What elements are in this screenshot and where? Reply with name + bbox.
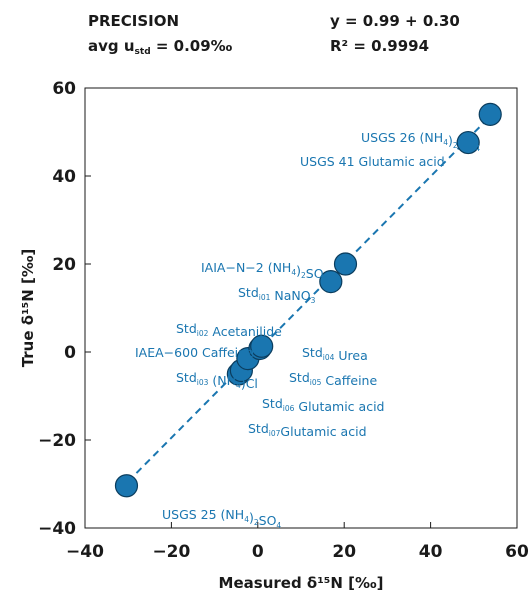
point-label: IAIA−N−2 (NH4)2SO4 <box>201 260 329 283</box>
point-label: Stdi02 Acetanilide <box>176 321 282 339</box>
point-label: Stdi07Glutamic acid <box>248 421 367 439</box>
y-tick-label: 60 <box>52 79 76 99</box>
x-tick-label: 40 <box>419 542 443 562</box>
x-tick-label: 60 <box>505 542 529 562</box>
data-point <box>114 474 139 498</box>
avg-sub: std <box>134 47 151 57</box>
x-tick-label: 20 <box>332 542 356 562</box>
point-label: Stdi03 (NH4)Cl <box>176 370 258 391</box>
plot-frame <box>84 87 518 529</box>
data-points <box>114 102 502 498</box>
y-tick-label: 0 <box>64 343 76 363</box>
point-label: Stdi01 NaNO3 <box>238 285 316 305</box>
x-tick-label: −20 <box>152 542 190 562</box>
y-tick-label: 40 <box>52 167 76 187</box>
data-point <box>456 130 480 155</box>
point-label: IAEA−600 Caffeine <box>135 345 254 360</box>
y-ticks: 60 40 20 0 −20 −40 <box>38 79 91 539</box>
x-axis-title: Measured δ¹⁵N [‰] <box>219 574 384 592</box>
y-axis-title: True δ¹⁵N [‰] <box>19 249 37 368</box>
avg-uncertainty: avg ustd = 0.09‰ <box>88 37 232 57</box>
data-point <box>333 252 358 276</box>
y-tick-label: −40 <box>38 519 76 539</box>
data-point <box>250 334 274 358</box>
x-tick-label: 0 <box>252 542 264 562</box>
fit-line <box>118 110 497 491</box>
y-tick-label: −20 <box>38 431 76 451</box>
point-label: USGS 41 Glutamic acid <box>300 154 445 169</box>
avg-suffix: = 0.09‰ <box>150 37 233 55</box>
y-tick-label: 20 <box>52 255 76 275</box>
r-squared: R² = 0.9994 <box>330 37 430 55</box>
x-tick-label: −40 <box>66 542 104 562</box>
avg-prefix: avg u <box>88 37 135 55</box>
point-label: Stdi06 Glutamic acid <box>262 396 384 414</box>
precision-label: PRECISION <box>88 12 180 30</box>
point-label: Stdi04 Urea <box>302 345 368 363</box>
x-ticks: −40 −20 0 20 40 60 <box>66 522 529 562</box>
fit-equation: y = 0.99 + 0.30 <box>330 12 460 30</box>
point-label: USGS 26 (NH4)2SO4 <box>361 130 480 153</box>
point-label: Stdi05 Caffeine <box>289 370 377 388</box>
data-point <box>319 270 343 294</box>
data-point <box>478 102 502 127</box>
point-label: USGS 25 (NH4)2SO4 <box>162 507 281 530</box>
